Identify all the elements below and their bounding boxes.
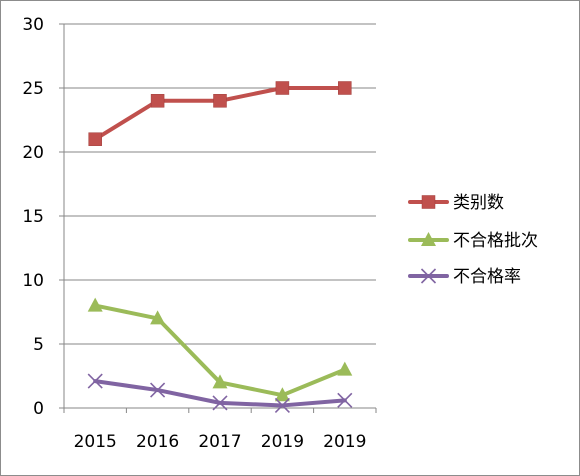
axis-layer: 0 5 10 15 20 25 30 2015 2016 2017 2019 2019 — [22, 15, 377, 452]
legend-marker-3 — [420, 268, 437, 284]
data-point-s1-4 — [275, 81, 290, 95]
data-point-s2-1 — [87, 297, 103, 312]
data-point-s3-4 — [274, 397, 290, 414]
legend-label-1: 类别数 — [453, 193, 504, 213]
x-tick-label: 2016 — [136, 432, 179, 452]
data-point-s2-3 — [212, 374, 228, 389]
data-point-s3-3 — [212, 395, 228, 411]
legend-marker-3-stroke-b — [420, 268, 437, 284]
x-tick-label: 2019 — [261, 432, 304, 452]
legend-marker-2 — [421, 232, 436, 246]
data-point-s1-5 — [338, 81, 352, 95]
data-point-s2-5 — [337, 361, 353, 376]
legend-label-2: 不合格批次 — [453, 231, 538, 251]
data-point-s1-3 — [213, 94, 227, 108]
data-point-s3-4-stroke-b — [274, 397, 290, 414]
series-layer — [87, 81, 353, 414]
x-tick-label: 2017 — [198, 432, 241, 452]
data-point-s3-3-stroke-b — [212, 395, 228, 411]
data-point-s3-2-stroke-b — [150, 382, 166, 398]
legend-marker-1 — [421, 195, 436, 209]
data-point-s1-1 — [88, 132, 102, 146]
y-tick-label: 30 — [22, 15, 44, 35]
y-tick-label: 20 — [22, 143, 44, 163]
x-tick-label: 2015 — [74, 432, 117, 452]
grid-layer — [64, 23, 376, 345]
legend-label-3: 不合格率 — [453, 267, 521, 287]
y-tick-label: 15 — [22, 207, 44, 227]
y-tick-label: 0 — [33, 399, 44, 419]
data-point-s3-1 — [87, 373, 103, 389]
y-tick-label: 25 — [22, 79, 44, 99]
data-point-s3-1-stroke-b — [87, 373, 103, 389]
data-point-s3-5 — [337, 392, 353, 408]
y-tick-label: 10 — [22, 271, 44, 291]
data-point-s2-4 — [274, 387, 290, 402]
data-point-s3-5-stroke-b — [337, 392, 353, 408]
data-point-s2-2 — [150, 310, 166, 325]
data-point-s3-2 — [150, 382, 166, 398]
data-point-s1-2 — [150, 94, 165, 108]
y-tick-label: 5 — [33, 335, 44, 355]
x-tick-label: 2019 — [323, 432, 366, 452]
